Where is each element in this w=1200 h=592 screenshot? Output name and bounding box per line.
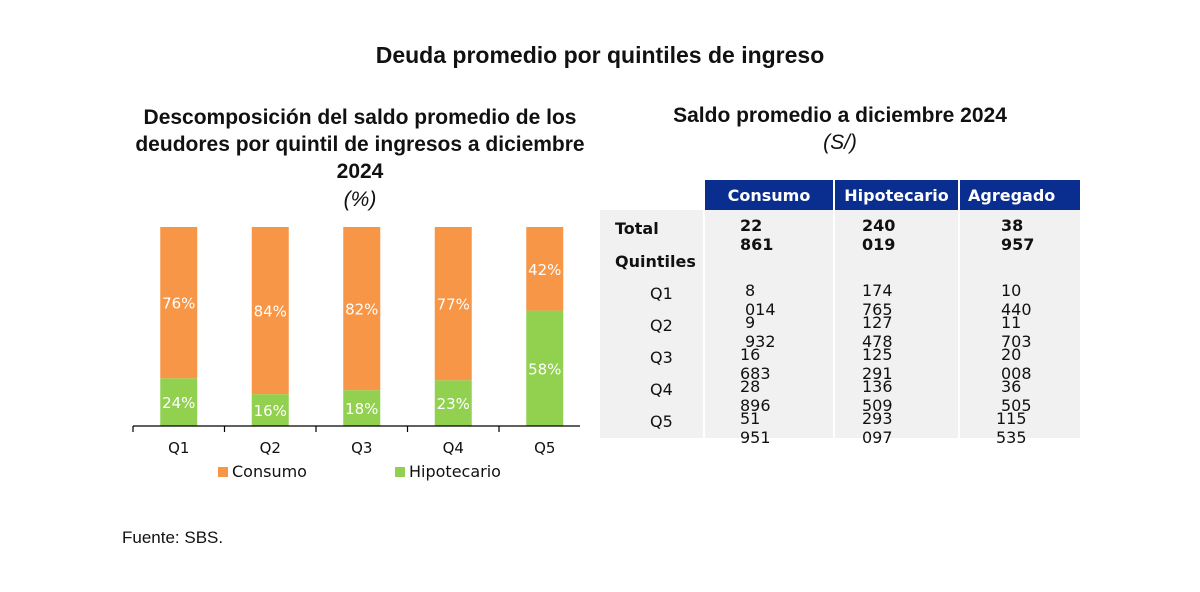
bar-consumo-q5 [526,227,564,311]
data-label: 42% [528,261,561,279]
section-label-quintiles: Quintiles [615,252,696,271]
chart-title-line-2: deudores por quintil de ingresos a dicie… [135,133,585,156]
column-divider [703,180,705,438]
row-label: Q5 [650,412,673,431]
chart-title-line-1: Descomposición del saldo promedio de los [143,106,577,129]
data-label: 82% [345,301,378,319]
table-cell: 51 951 [740,409,771,447]
table-cell: 127 478 [862,313,893,351]
table-cell: 28 896 [740,377,771,415]
legend-label-consumo: Consumo [232,462,307,481]
total-agregado: 38 957 [1001,216,1035,254]
table-body-background [600,210,1080,438]
bar-hipotecario-q2 [251,394,289,426]
x-tick-label: Q5 [534,439,555,457]
main-title: Deuda promedio por quintiles de ingreso [375,42,825,68]
legend-item-consumo: Consumo [218,462,307,481]
total-hipotecario: 240 019 [862,216,896,254]
header-consumo: Consumo [705,180,833,210]
table-cell: 125 291 [862,345,893,383]
x-tick-label: Q2 [260,439,281,457]
table-cell: 8 014 [745,281,776,319]
data-label: 18% [345,400,378,418]
data-label: 24% [162,394,195,412]
bar-consumo-q3 [343,227,381,391]
source-note: Fuente: SBS. [122,528,224,547]
bar-hipotecario-q5 [526,310,564,426]
bar-consumo-q2 [251,227,289,395]
column-divider [833,180,835,438]
legend-label-hipotecario: Hipotecario [409,462,501,481]
row-label: Q3 [650,348,673,367]
table-cell: 293 097 [862,409,893,447]
table-cell: 20 008 [1001,345,1032,383]
table-cell: 36 505 [1001,377,1032,415]
data-label: 84% [254,303,287,321]
table-cell: 10 440 [1001,281,1032,319]
header-hipotecario: Hipotecario [835,180,958,210]
table-unit: (S/) [823,131,857,154]
table-cell: 11 703 [1001,313,1032,351]
stacked-bar-chart: 24% 76% Q1 16% 84% Q2 18% 82% Q3 23% 77% Q4 58% 42% Q5 [132,227,580,457]
data-label: 16% [254,402,287,420]
data-label: 77% [437,296,470,314]
chart-unit: (%) [343,188,377,211]
x-tick-label: Q4 [443,439,464,457]
table-cell: 136 509 [862,377,893,415]
row-label: Q4 [650,380,673,399]
row-label: Q2 [650,316,673,335]
row-label: Q1 [650,284,673,303]
total-consumo: 22 861 [740,216,774,254]
bar-hipotecario-q4 [434,380,472,426]
legend-swatch-hipotecario [395,466,405,477]
table-cell: 16 683 [740,345,771,383]
header-agregado: Agregado [960,180,1080,210]
data-label: 58% [528,360,561,378]
legend-swatch-consumo [218,466,228,477]
legend-item-hipotecario: Hipotecario [395,462,501,481]
bar-hipotecario-q3 [343,390,381,426]
bar-consumo-q4 [434,227,472,381]
bar-consumo-q1 [160,227,198,379]
chart-title: Descomposición del saldo promedio de los… [130,104,590,185]
chart-title-line-3: 2024 [336,160,384,183]
data-label: 76% [162,295,195,313]
table-title: Saldo promedio a diciembre 2024 [673,104,1007,127]
x-tick-label: Q1 [168,439,189,457]
column-divider [958,180,960,438]
table-cell: 115 535 [996,409,1027,447]
bar-hipotecario-q1 [160,378,198,426]
table-cell: 9 932 [745,313,776,351]
x-tick-label: Q3 [351,439,372,457]
data-label: 23% [437,395,470,413]
row-label-total: Total [615,219,659,238]
table-cell: 174 765 [862,281,893,319]
